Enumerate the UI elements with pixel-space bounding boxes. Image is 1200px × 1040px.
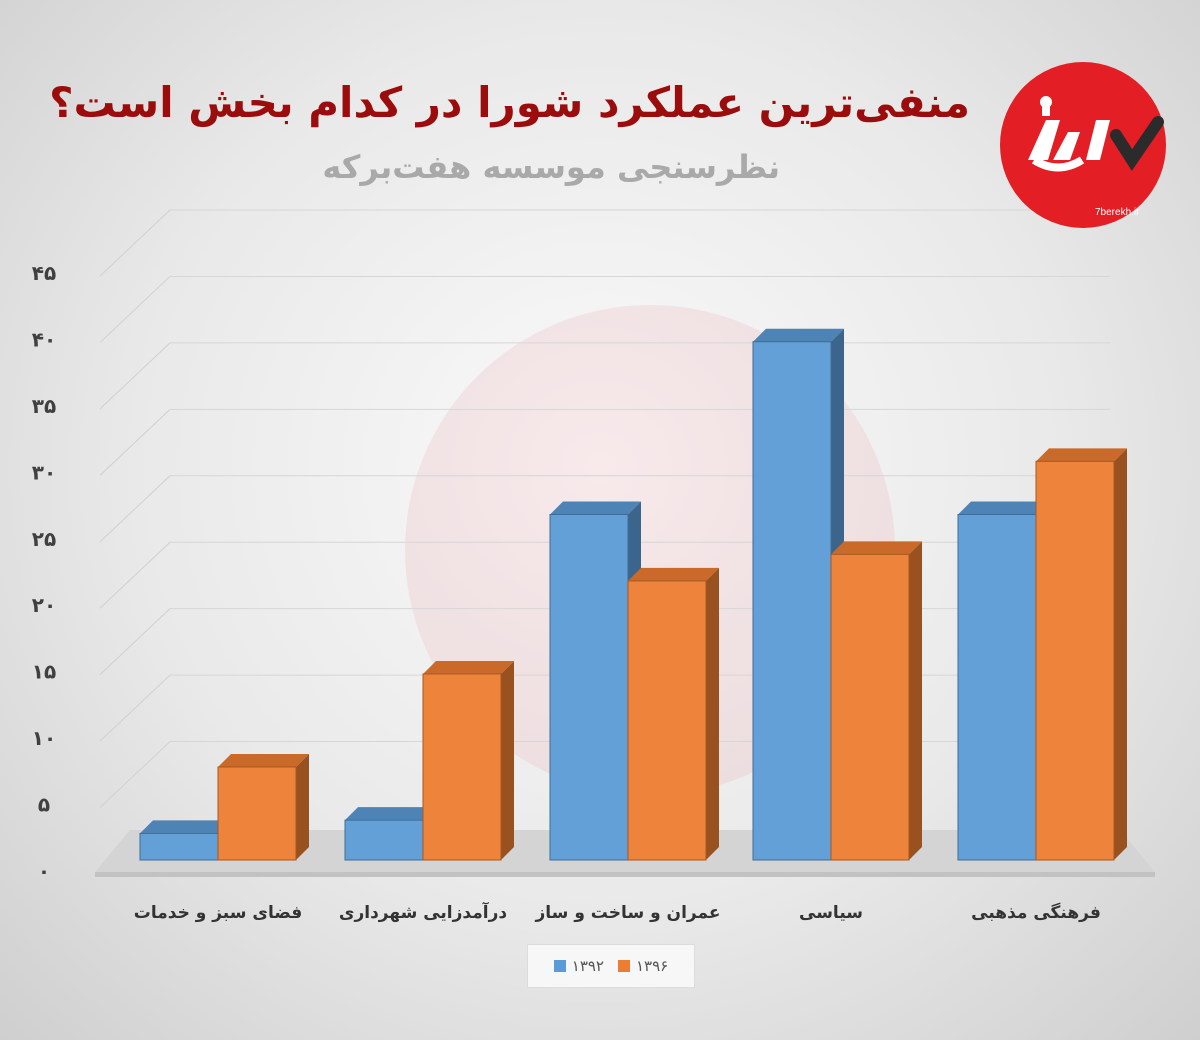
bar-1396 <box>830 553 910 861</box>
y-tick-label: ۱۰ <box>32 726 56 750</box>
x-tick-label: فضای سبز و خدمات <box>134 903 302 923</box>
x-tick-label: عمران و ساخت و ساز <box>535 903 721 923</box>
bar-1392 <box>139 832 219 861</box>
bar-1396 <box>1035 460 1115 861</box>
legend-swatch-1392 <box>553 960 566 972</box>
bar-1392 <box>957 513 1037 861</box>
bar-top <box>628 567 719 581</box>
gridline-depth <box>99 408 171 476</box>
bar-1392 <box>752 341 832 861</box>
bar-1392 <box>344 819 424 861</box>
bar-1396 <box>627 580 707 861</box>
bar-top <box>753 328 844 342</box>
gridline-depth <box>99 674 171 742</box>
chart-legend: ۱۳۹۲ ۱۳۹۶ <box>527 944 695 988</box>
bar-side <box>909 541 922 860</box>
legend-item-1396: ۱۳۹۶ <box>618 957 668 975</box>
bar-side <box>706 567 719 860</box>
x-tick-label: فرهنگی مذهبی <box>971 902 1101 923</box>
legend-label-1396: ۱۳۹۶ <box>636 957 669 975</box>
bar-1396 <box>217 766 297 861</box>
bar-top <box>550 501 641 515</box>
bar-side <box>1114 448 1127 860</box>
gridline-depth <box>99 541 171 609</box>
y-tick-label: ۳۵ <box>32 394 56 418</box>
x-tick-label: درآمدزایی شهرداری <box>339 901 508 923</box>
logo-url: 7berekh.ir <box>1095 207 1140 218</box>
bar-top <box>831 541 922 555</box>
chart-title: منفی‌ترین عملکرد شورا در کدام بخش است؟ <box>49 78 970 127</box>
7berekh-logo-icon <box>1000 62 1166 228</box>
legend-swatch-1396 <box>618 960 630 972</box>
legend-item-1392: ۱۳۹۲ <box>553 957 604 975</box>
gridline-depth <box>99 741 171 808</box>
bar-1392 <box>549 513 629 861</box>
y-tick-label: ۲۵ <box>32 527 56 551</box>
bar-top <box>218 753 309 767</box>
chart-subtitle: نظرسنجی موسسه هفت‌برکه <box>322 148 780 186</box>
gridline-depth <box>99 342 171 410</box>
gridline-depth <box>99 608 171 676</box>
bar-top <box>140 820 231 834</box>
bar-top <box>1036 448 1127 462</box>
gridline-depth <box>99 475 171 543</box>
bar-top <box>958 501 1049 515</box>
bar-1396 <box>422 673 502 861</box>
x-tick-label: سیاسی <box>799 903 863 923</box>
bar-top <box>345 807 436 821</box>
y-tick-label: ۱۵ <box>32 660 56 684</box>
y-tick-label: ۰ <box>38 859 50 883</box>
bar-side <box>296 753 309 860</box>
y-tick-label: ۴۵ <box>32 261 56 285</box>
chart-floor-edge <box>95 872 1155 877</box>
y-tick-label: ۴۰ <box>32 327 56 351</box>
bar-side <box>501 660 514 860</box>
y-tick-label: ۳۰ <box>32 460 56 484</box>
y-tick-label: ۲۰ <box>32 593 56 617</box>
gridline-depth <box>99 209 171 277</box>
gridline-depth <box>99 276 171 343</box>
y-tick-label: ۵ <box>38 793 50 817</box>
bar-top <box>423 660 514 674</box>
legend-label-1392: ۱۳۹۲ <box>571 957 604 975</box>
